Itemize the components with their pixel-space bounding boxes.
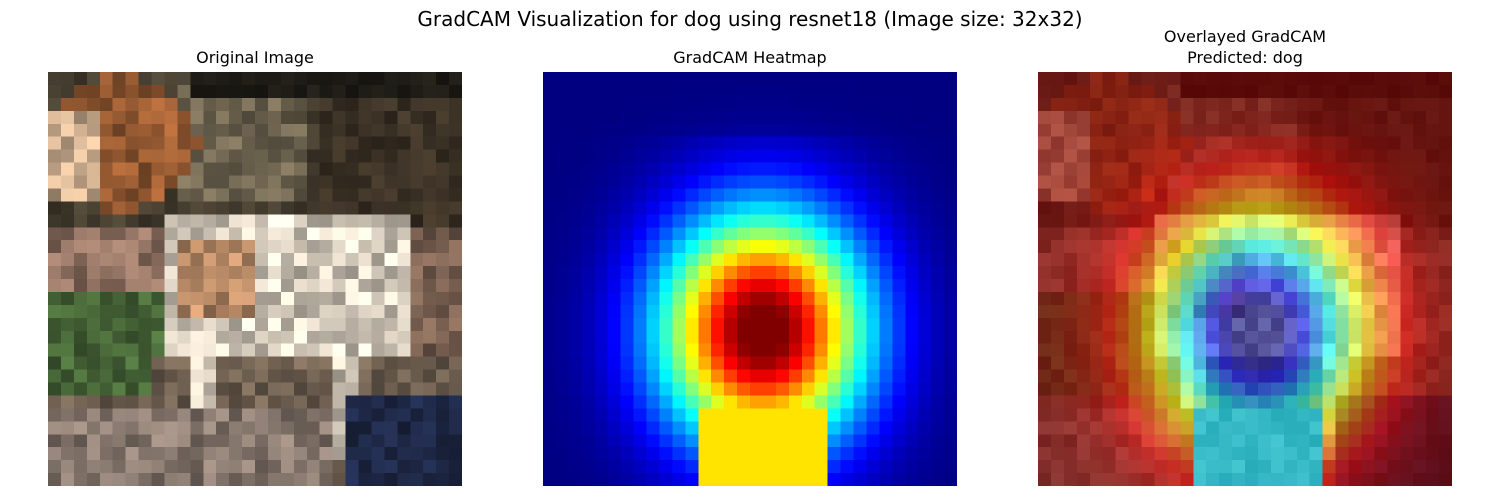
figure-title: GradCAM Visualization for dog using resn…: [417, 7, 1083, 31]
gradcam-heatmap-title: GradCAM Heatmap: [673, 48, 827, 67]
original-image-panel: Original Image: [48, 48, 462, 486]
original-image: [48, 72, 462, 486]
original-image-title: Original Image: [196, 48, 314, 67]
overlay-title-line-1: Overlayed GradCAM: [1163, 27, 1327, 46]
gradcam-heatmap-panel: GradCAM Heatmap: [543, 48, 957, 486]
overlay-title: Overlayed GradCAM Predicted: dog: [1038, 26, 1452, 68]
overlay-panel: Overlayed GradCAM Predicted: dog: [1038, 27, 1452, 486]
overlay-prediction-label: Predicted: dog: [1187, 48, 1303, 67]
overlay-image: [1038, 72, 1452, 486]
gradcam-heatmap-image: [543, 72, 957, 486]
